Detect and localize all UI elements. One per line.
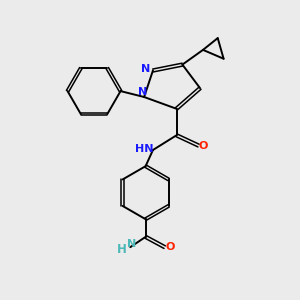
Text: H: H	[116, 243, 126, 256]
Text: O: O	[199, 141, 208, 151]
Text: N: N	[127, 239, 136, 249]
Text: O: O	[165, 242, 174, 252]
Text: HN: HN	[135, 144, 153, 154]
Text: N: N	[141, 64, 150, 74]
Text: N: N	[138, 87, 147, 97]
